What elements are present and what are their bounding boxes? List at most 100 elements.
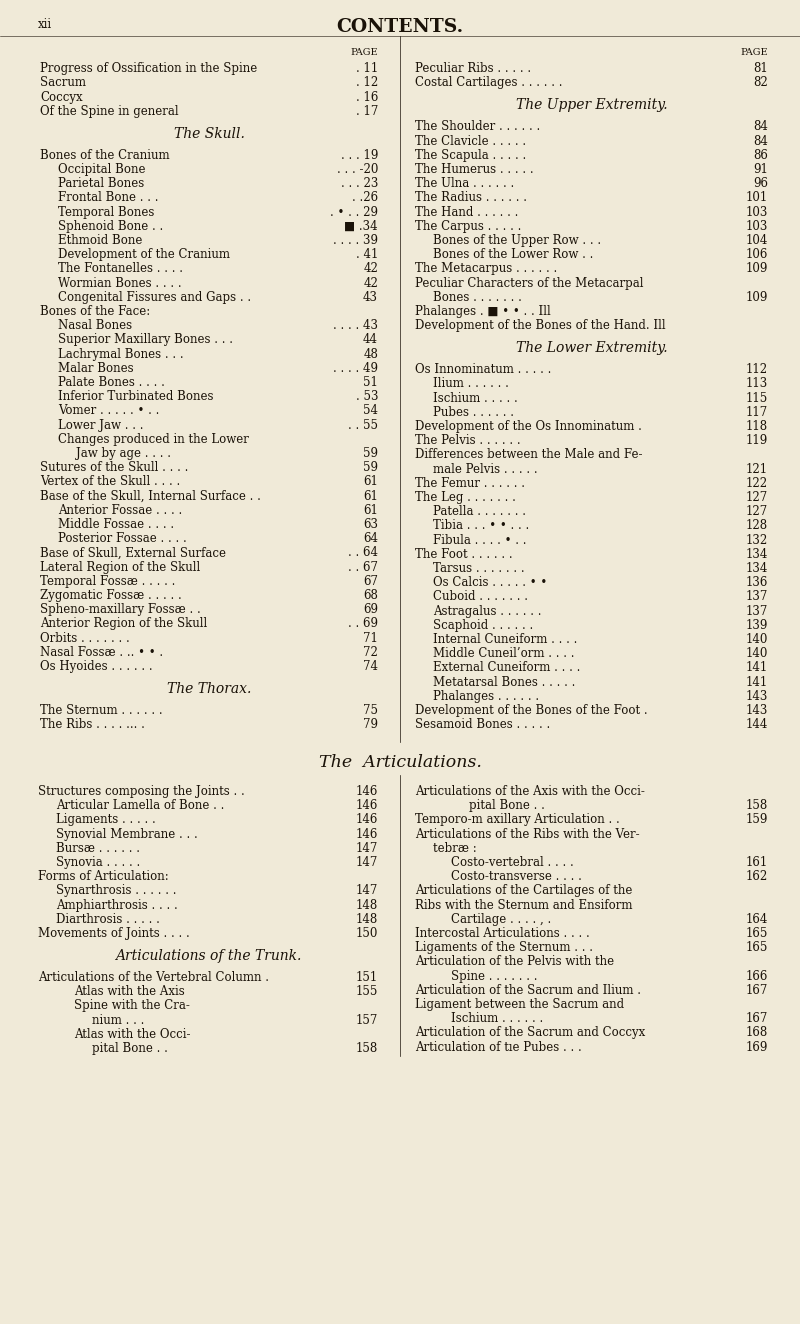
Text: . 11: . 11 (356, 62, 378, 75)
Text: 132: 132 (746, 534, 768, 547)
Text: Changes produced in the Lower: Changes produced in the Lower (58, 433, 249, 446)
Text: Occipital Bone: Occipital Bone (58, 163, 146, 176)
Text: 134: 134 (746, 548, 768, 561)
Text: 67: 67 (363, 575, 378, 588)
Text: 136: 136 (746, 576, 768, 589)
Text: 148: 148 (356, 899, 378, 912)
Text: Coccyx: Coccyx (40, 90, 82, 103)
Text: Articulation of the Pelvis with the: Articulation of the Pelvis with the (415, 956, 614, 968)
Text: 75: 75 (363, 704, 378, 718)
Text: Ligament between the Sacrum and: Ligament between the Sacrum and (415, 998, 624, 1012)
Text: . .26: . .26 (352, 192, 378, 204)
Text: Parietal Bones: Parietal Bones (58, 177, 144, 191)
Text: Inferior Turbinated Bones: Inferior Turbinated Bones (58, 391, 214, 404)
Text: Ischium . . . . .: Ischium . . . . . (433, 392, 518, 405)
Text: 147: 147 (356, 884, 378, 898)
Text: The Pelvis . . . . . .: The Pelvis . . . . . . (415, 434, 521, 448)
Text: 103: 103 (746, 205, 768, 218)
Text: 167: 167 (746, 984, 768, 997)
Text: 71: 71 (363, 632, 378, 645)
Text: The Radius . . . . . .: The Radius . . . . . . (415, 192, 527, 204)
Text: The Thorax.: The Thorax. (167, 682, 251, 696)
Text: Temporal Fossæ . . . . .: Temporal Fossæ . . . . . (40, 575, 175, 588)
Text: Bursæ . . . . . .: Bursæ . . . . . . (56, 842, 140, 855)
Text: Ilium . . . . . .: Ilium . . . . . . (433, 377, 509, 391)
Text: Os Hyoides . . . . . .: Os Hyoides . . . . . . (40, 661, 153, 673)
Text: 161: 161 (746, 857, 768, 869)
Text: Internal Cuneiform . . . .: Internal Cuneiform . . . . (433, 633, 578, 646)
Text: Articulations of the Ribs with the Ver-: Articulations of the Ribs with the Ver- (415, 828, 640, 841)
Text: 61: 61 (363, 490, 378, 503)
Text: . . . . 43: . . . . 43 (333, 319, 378, 332)
Text: The Leg . . . . . . .: The Leg . . . . . . . (415, 491, 516, 504)
Text: Anterior Fossae . . . .: Anterior Fossae . . . . (58, 504, 182, 516)
Text: Articulation of the Sacrum and Coccyx: Articulation of the Sacrum and Coccyx (415, 1026, 646, 1039)
Text: ■ .34: ■ .34 (344, 220, 378, 233)
Text: 101: 101 (746, 192, 768, 204)
Text: 115: 115 (746, 392, 768, 405)
Text: 158: 158 (746, 800, 768, 812)
Text: Middle Cuneil’orm . . . .: Middle Cuneil’orm . . . . (433, 647, 574, 661)
Text: 168: 168 (746, 1026, 768, 1039)
Text: Peculiar Ribs . . . . .: Peculiar Ribs . . . . . (415, 62, 531, 75)
Text: 63: 63 (363, 518, 378, 531)
Text: Articulation of tıe Pubes . . .: Articulation of tıe Pubes . . . (415, 1041, 582, 1054)
Text: Base of Skull, External Surface: Base of Skull, External Surface (40, 547, 226, 560)
Text: Costo-transverse . . . .: Costo-transverse . . . . (451, 870, 582, 883)
Text: Ribs with the Sternum and Ensiform: Ribs with the Sternum and Ensiform (415, 899, 633, 912)
Text: 162: 162 (746, 870, 768, 883)
Text: Frontal Bone . . .: Frontal Bone . . . (58, 192, 158, 204)
Text: The Skull.: The Skull. (174, 127, 245, 140)
Text: 91: 91 (753, 163, 768, 176)
Text: 121: 121 (746, 462, 768, 475)
Text: Lateral Region of the Skull: Lateral Region of the Skull (40, 560, 200, 573)
Text: . . 69: . . 69 (348, 617, 378, 630)
Text: Amphiarthrosis . . . .: Amphiarthrosis . . . . (56, 899, 178, 912)
Text: 44: 44 (363, 334, 378, 347)
Text: The Upper Extremity.: The Upper Extremity. (516, 98, 667, 113)
Text: Atlas with the Occi-: Atlas with the Occi- (74, 1027, 190, 1041)
Text: Spheno-maxillary Fossæ . .: Spheno-maxillary Fossæ . . (40, 604, 201, 616)
Text: Articulations of the Axis with the Occi-: Articulations of the Axis with the Occi- (415, 785, 645, 798)
Text: Progress of Ossification in the Spine: Progress of Ossification in the Spine (40, 62, 258, 75)
Text: Vertex of the Skull . . . .: Vertex of the Skull . . . . (40, 475, 180, 489)
Text: Superior Maxillary Bones . . .: Superior Maxillary Bones . . . (58, 334, 233, 347)
Text: The Femur . . . . . .: The Femur . . . . . . (415, 477, 525, 490)
Text: . 53: . 53 (355, 391, 378, 404)
Text: 140: 140 (746, 633, 768, 646)
Text: 166: 166 (746, 969, 768, 982)
Text: 141: 141 (746, 675, 768, 688)
Text: The Scapula . . . . .: The Scapula . . . . . (415, 148, 526, 162)
Text: Development of the Os Innominatum .: Development of the Os Innominatum . (415, 420, 642, 433)
Text: Synovial Membrane . . .: Synovial Membrane . . . (56, 828, 198, 841)
Text: 51: 51 (363, 376, 378, 389)
Text: Development of the Bones of the Foot .: Development of the Bones of the Foot . (415, 704, 648, 718)
Text: Of the Spine in general: Of the Spine in general (40, 105, 178, 118)
Text: The Carpus . . . . .: The Carpus . . . . . (415, 220, 522, 233)
Text: Metatarsal Bones . . . . .: Metatarsal Bones . . . . . (433, 675, 575, 688)
Text: 82: 82 (754, 77, 768, 90)
Text: . . . . 49: . . . . 49 (333, 361, 378, 375)
Text: 169: 169 (746, 1041, 768, 1054)
Text: 118: 118 (746, 420, 768, 433)
Text: . 41: . 41 (356, 248, 378, 261)
Text: 43: 43 (363, 291, 378, 303)
Text: 146: 146 (356, 813, 378, 826)
Text: 148: 148 (356, 912, 378, 925)
Text: Spine with the Cra-: Spine with the Cra- (74, 1000, 190, 1013)
Text: . 12: . 12 (356, 77, 378, 90)
Text: 158: 158 (356, 1042, 378, 1055)
Text: Scaphoid . . . . . .: Scaphoid . . . . . . (433, 618, 534, 632)
Text: Lachrymal Bones . . .: Lachrymal Bones . . . (58, 348, 184, 360)
Text: Os Innominatum . . . . .: Os Innominatum . . . . . (415, 363, 551, 376)
Text: Phalanges . . . . . .: Phalanges . . . . . . (433, 690, 539, 703)
Text: 48: 48 (363, 348, 378, 360)
Text: Sacrum: Sacrum (40, 77, 86, 90)
Text: Costal Cartilages . . . . . .: Costal Cartilages . . . . . . (415, 77, 562, 90)
Text: The Foot . . . . . .: The Foot . . . . . . (415, 548, 513, 561)
Text: Bones of the Face:: Bones of the Face: (40, 305, 150, 318)
Text: PAGE: PAGE (350, 48, 378, 57)
Text: Sutures of the Skull . . . .: Sutures of the Skull . . . . (40, 461, 188, 474)
Text: 164: 164 (746, 912, 768, 925)
Text: 61: 61 (363, 475, 378, 489)
